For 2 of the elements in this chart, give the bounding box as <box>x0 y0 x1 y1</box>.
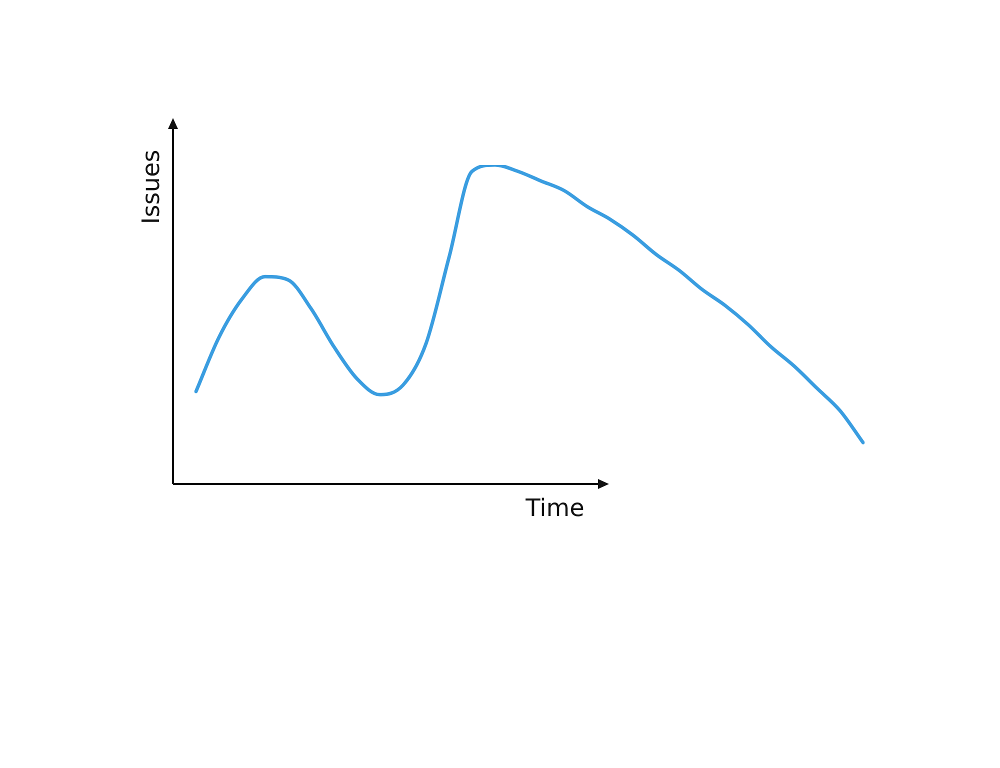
y-axis-title: Issues <box>137 150 166 224</box>
x-axis-title: Time <box>524 494 584 522</box>
